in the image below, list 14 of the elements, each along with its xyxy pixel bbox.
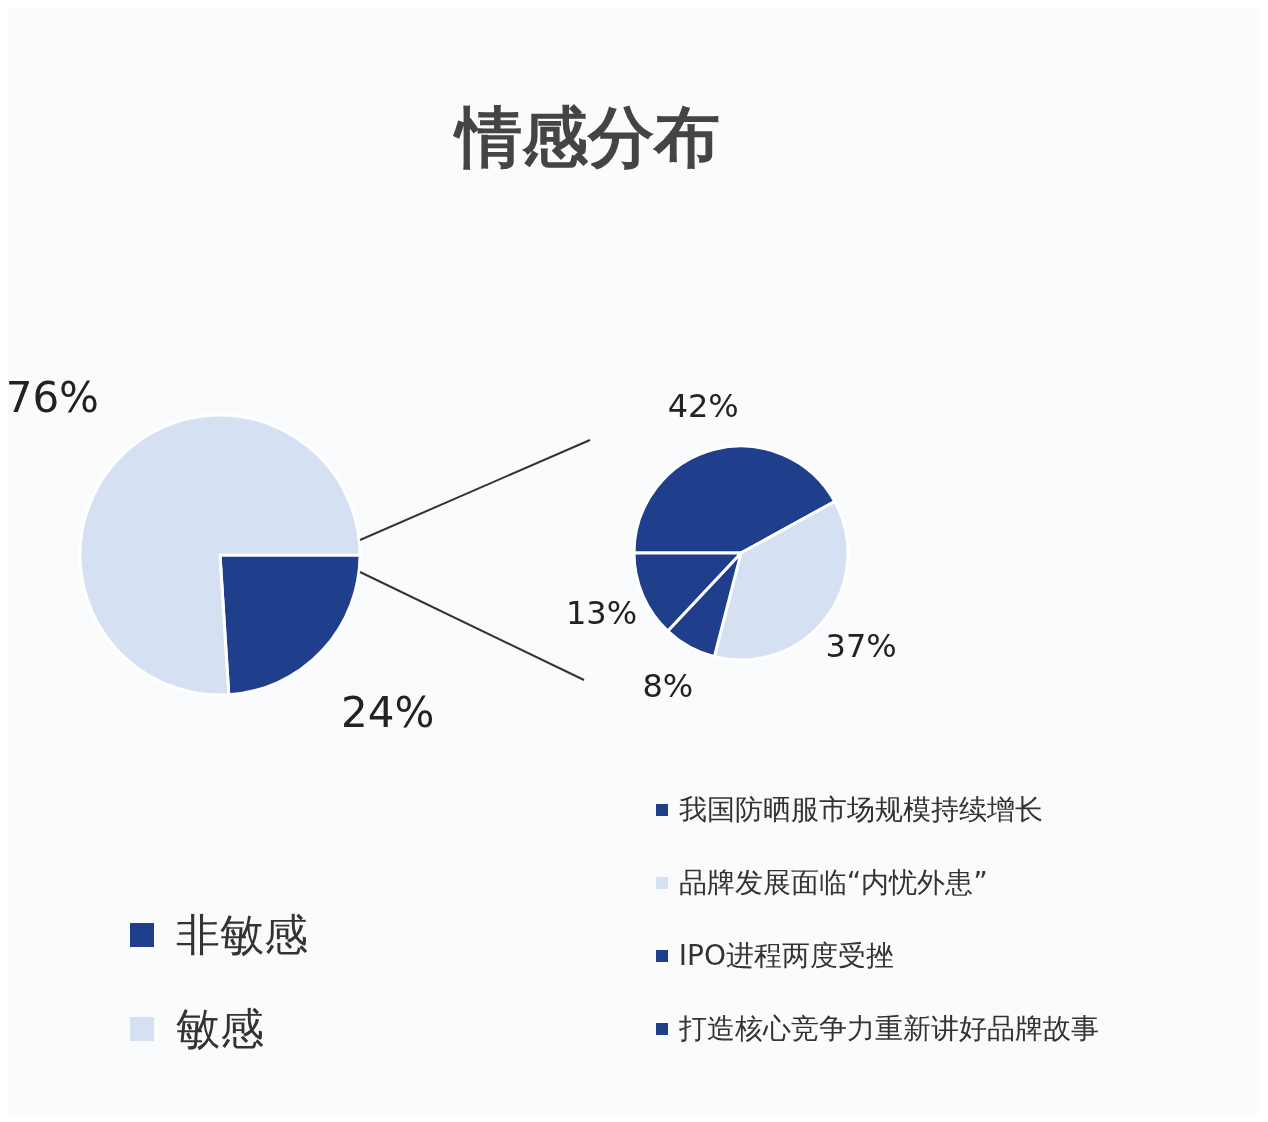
pie-slice — [78, 413, 362, 697]
data-label: 37% — [825, 627, 897, 666]
legend-label: 打造核心竞争力重新讲好品牌故事 — [678, 1010, 1099, 1047]
data-label: 13% — [565, 594, 638, 633]
legend-label: 敏感 — [175, 1001, 264, 1056]
data-label: 42% — [667, 386, 739, 425]
legend-label: 品牌发展面临“内忧外患” — [678, 864, 988, 901]
data-label: 76% — [5, 373, 100, 423]
legend-label: 我国防晒服市场规模持续增长 — [678, 791, 1043, 828]
data-label: 8% — [642, 667, 694, 706]
legend-label: IPO进程两度受挫 — [678, 937, 894, 974]
data-label: 24% — [340, 687, 435, 737]
legend-label: 非敏感 — [175, 907, 308, 962]
text: 情感分布 — [452, 98, 721, 178]
